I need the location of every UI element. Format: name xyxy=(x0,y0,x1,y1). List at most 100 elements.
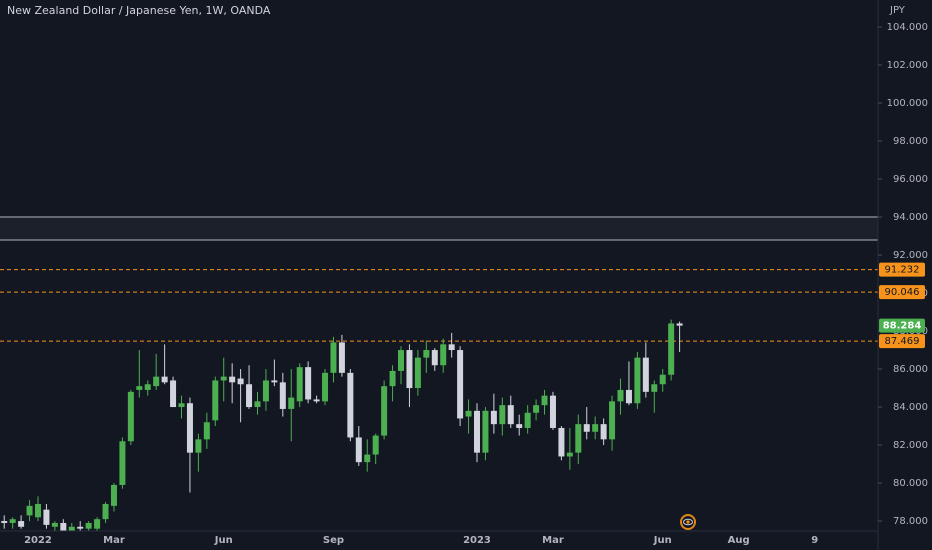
candle-body xyxy=(634,357,641,404)
x-tick-label: Jun xyxy=(214,535,233,546)
x-tick-label: 2022 xyxy=(24,535,52,546)
candle-body xyxy=(482,410,489,453)
currency-label: JPY xyxy=(889,5,906,16)
candle-body xyxy=(575,424,582,453)
candle-body xyxy=(212,380,219,421)
candle-body xyxy=(271,380,278,383)
candle-body xyxy=(625,389,632,404)
x-tick-label: Mar xyxy=(103,535,125,546)
candle-body xyxy=(372,435,379,455)
candle-body xyxy=(600,424,607,440)
candle-body xyxy=(566,452,573,457)
x-tick-label: Mar xyxy=(542,535,564,546)
candle-body xyxy=(229,376,236,383)
y-tick-label: 98.000 xyxy=(893,136,928,147)
chart-title: New Zealand Dollar / Japanese Yen, 1W, O… xyxy=(7,4,271,17)
candle-body xyxy=(448,344,455,351)
x-tick-label: Sep xyxy=(323,535,344,546)
candle-body xyxy=(110,484,117,506)
candle-body xyxy=(178,403,185,408)
level-label-box xyxy=(879,285,925,300)
candle-body xyxy=(77,526,84,529)
candle-body xyxy=(676,323,683,326)
candle-body xyxy=(558,427,565,457)
eye-icon[interactable] xyxy=(680,514,696,530)
x-tick-label: 2023 xyxy=(463,535,491,546)
candle-body xyxy=(279,382,286,409)
y-tick-label: 94.000 xyxy=(893,212,928,223)
candle-body xyxy=(119,441,126,485)
candle-body xyxy=(237,378,244,385)
x-tick-label: Aug xyxy=(728,535,750,546)
candle-body xyxy=(170,380,177,408)
x-tick-label: Jun xyxy=(653,535,672,546)
candle-body xyxy=(144,384,151,390)
y-tick-label: 84.000 xyxy=(893,402,928,413)
candle-body xyxy=(592,424,599,432)
level-label: 87.469 xyxy=(885,336,920,347)
y-tick-label: 100.000 xyxy=(887,98,928,109)
candle-body xyxy=(465,410,472,417)
last-price-box xyxy=(879,318,925,333)
candle-body xyxy=(186,403,193,453)
candle-body xyxy=(246,384,253,408)
y-tick-label: 86.000 xyxy=(893,364,928,375)
candle-body xyxy=(51,522,58,527)
candle-body xyxy=(659,374,666,385)
candle-body xyxy=(322,372,329,402)
candle-body xyxy=(94,519,101,529)
candle-body xyxy=(102,503,109,520)
y-tick-label: 82.000 xyxy=(893,440,928,451)
candle-body xyxy=(203,422,210,440)
candle-body xyxy=(583,424,590,432)
level-label-box xyxy=(879,262,925,277)
candle-body xyxy=(68,526,75,531)
candle-body xyxy=(313,399,320,402)
candle-body xyxy=(296,367,303,402)
candle-body xyxy=(262,380,269,402)
candle-body xyxy=(499,405,506,425)
candle-body xyxy=(549,395,556,428)
candle-body xyxy=(1,521,8,523)
candle-body xyxy=(414,357,421,389)
candle-body xyxy=(34,503,41,518)
zone-fill xyxy=(0,217,878,241)
candle-body xyxy=(338,342,345,373)
candle-body xyxy=(516,424,523,428)
candle-body xyxy=(440,344,447,366)
candle-body xyxy=(355,437,362,463)
candle-body xyxy=(617,389,624,402)
last-price-label: 88.284 xyxy=(883,321,922,332)
candle-body xyxy=(533,405,540,413)
candle-body xyxy=(423,350,430,358)
candle-body xyxy=(668,323,675,375)
candle-body xyxy=(490,410,497,425)
candle-body xyxy=(507,405,514,425)
candle-body xyxy=(195,439,202,453)
candle-body xyxy=(389,370,396,387)
candle-body xyxy=(651,384,658,392)
candle-body xyxy=(305,367,312,400)
candle-body xyxy=(330,342,337,373)
candle-body xyxy=(406,350,413,389)
level-label-box xyxy=(879,334,925,349)
y-tick-label: 92.000 xyxy=(893,250,928,261)
candle-body xyxy=(161,376,168,383)
candle-body xyxy=(43,509,50,525)
candle-body xyxy=(524,412,531,428)
candle-body xyxy=(26,505,33,516)
candle-body xyxy=(136,386,143,390)
candle-body xyxy=(347,372,354,438)
y-tick-label: 78.000 xyxy=(893,516,928,527)
y-tick-label: 80.000 xyxy=(893,478,928,489)
y-tick-label: 102.000 xyxy=(887,60,928,71)
candle-body xyxy=(85,522,92,529)
candle-body xyxy=(381,386,388,436)
candle-body xyxy=(220,376,227,381)
candle-body xyxy=(642,357,649,392)
candle-body xyxy=(609,401,616,440)
candle-body xyxy=(398,350,405,371)
level-label: 91.232 xyxy=(885,265,920,276)
candle-body xyxy=(541,395,548,406)
